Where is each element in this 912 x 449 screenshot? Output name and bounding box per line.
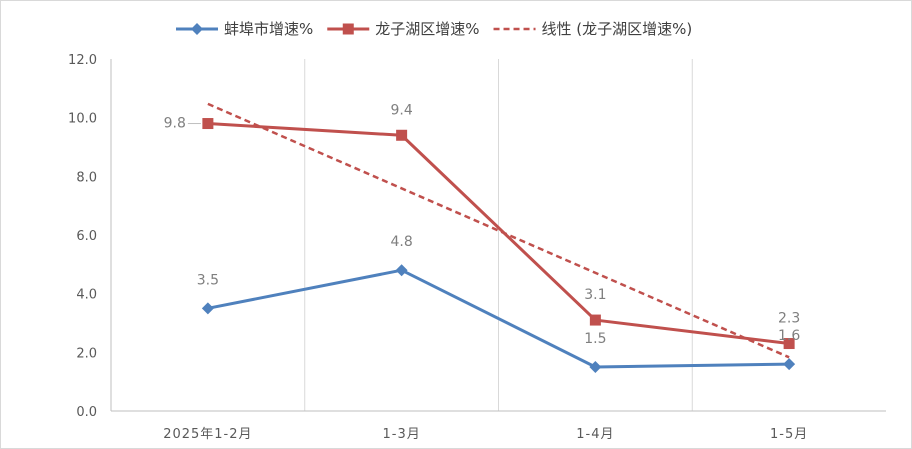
data-label: 9.8 (164, 116, 186, 132)
data-point (589, 314, 601, 326)
y-tick-label: 8.0 (76, 170, 97, 185)
x-tick-label: 2025年1-2月 (163, 427, 252, 442)
y-tick-label: 6.0 (76, 229, 97, 244)
data-point (395, 264, 408, 277)
x-tick-label: 1-3月 (383, 427, 421, 442)
data-label: 4.8 (390, 234, 412, 250)
data-point (202, 118, 214, 130)
y-tick-label: 2.0 (76, 346, 97, 361)
data-label: 9.4 (390, 102, 412, 118)
data-label: 1.6 (778, 328, 800, 344)
legend-label: 龙子湖区增速% (375, 20, 479, 38)
data-label: 3.5 (197, 272, 219, 288)
y-tick-label: 4.0 (76, 288, 97, 303)
data-point (783, 358, 796, 371)
y-tick-label: 10.0 (68, 112, 97, 127)
x-tick-label: 1-4月 (576, 427, 614, 442)
y-tick-label: 12.0 (68, 53, 97, 68)
data-label: 1.5 (584, 331, 606, 347)
data-label: 3.1 (584, 287, 606, 303)
data-point (396, 129, 408, 141)
legend-swatch-marker (191, 23, 203, 35)
y-tick-label: 0.0 (76, 405, 97, 420)
data-point (783, 338, 795, 350)
legend-swatch-marker (342, 23, 354, 35)
legend-label: 线性 (龙子湖区增速%) (542, 20, 693, 38)
series-line-2 (207, 122, 790, 346)
trendline (207, 102, 790, 359)
data-label: 2.3 (778, 311, 800, 327)
series-line-1 (207, 268, 790, 369)
data-point (589, 361, 602, 373)
legend-label: 蚌埠市增速% (224, 20, 313, 38)
x-tick-label: 1-5月 (770, 427, 808, 442)
data-point (201, 302, 214, 315)
